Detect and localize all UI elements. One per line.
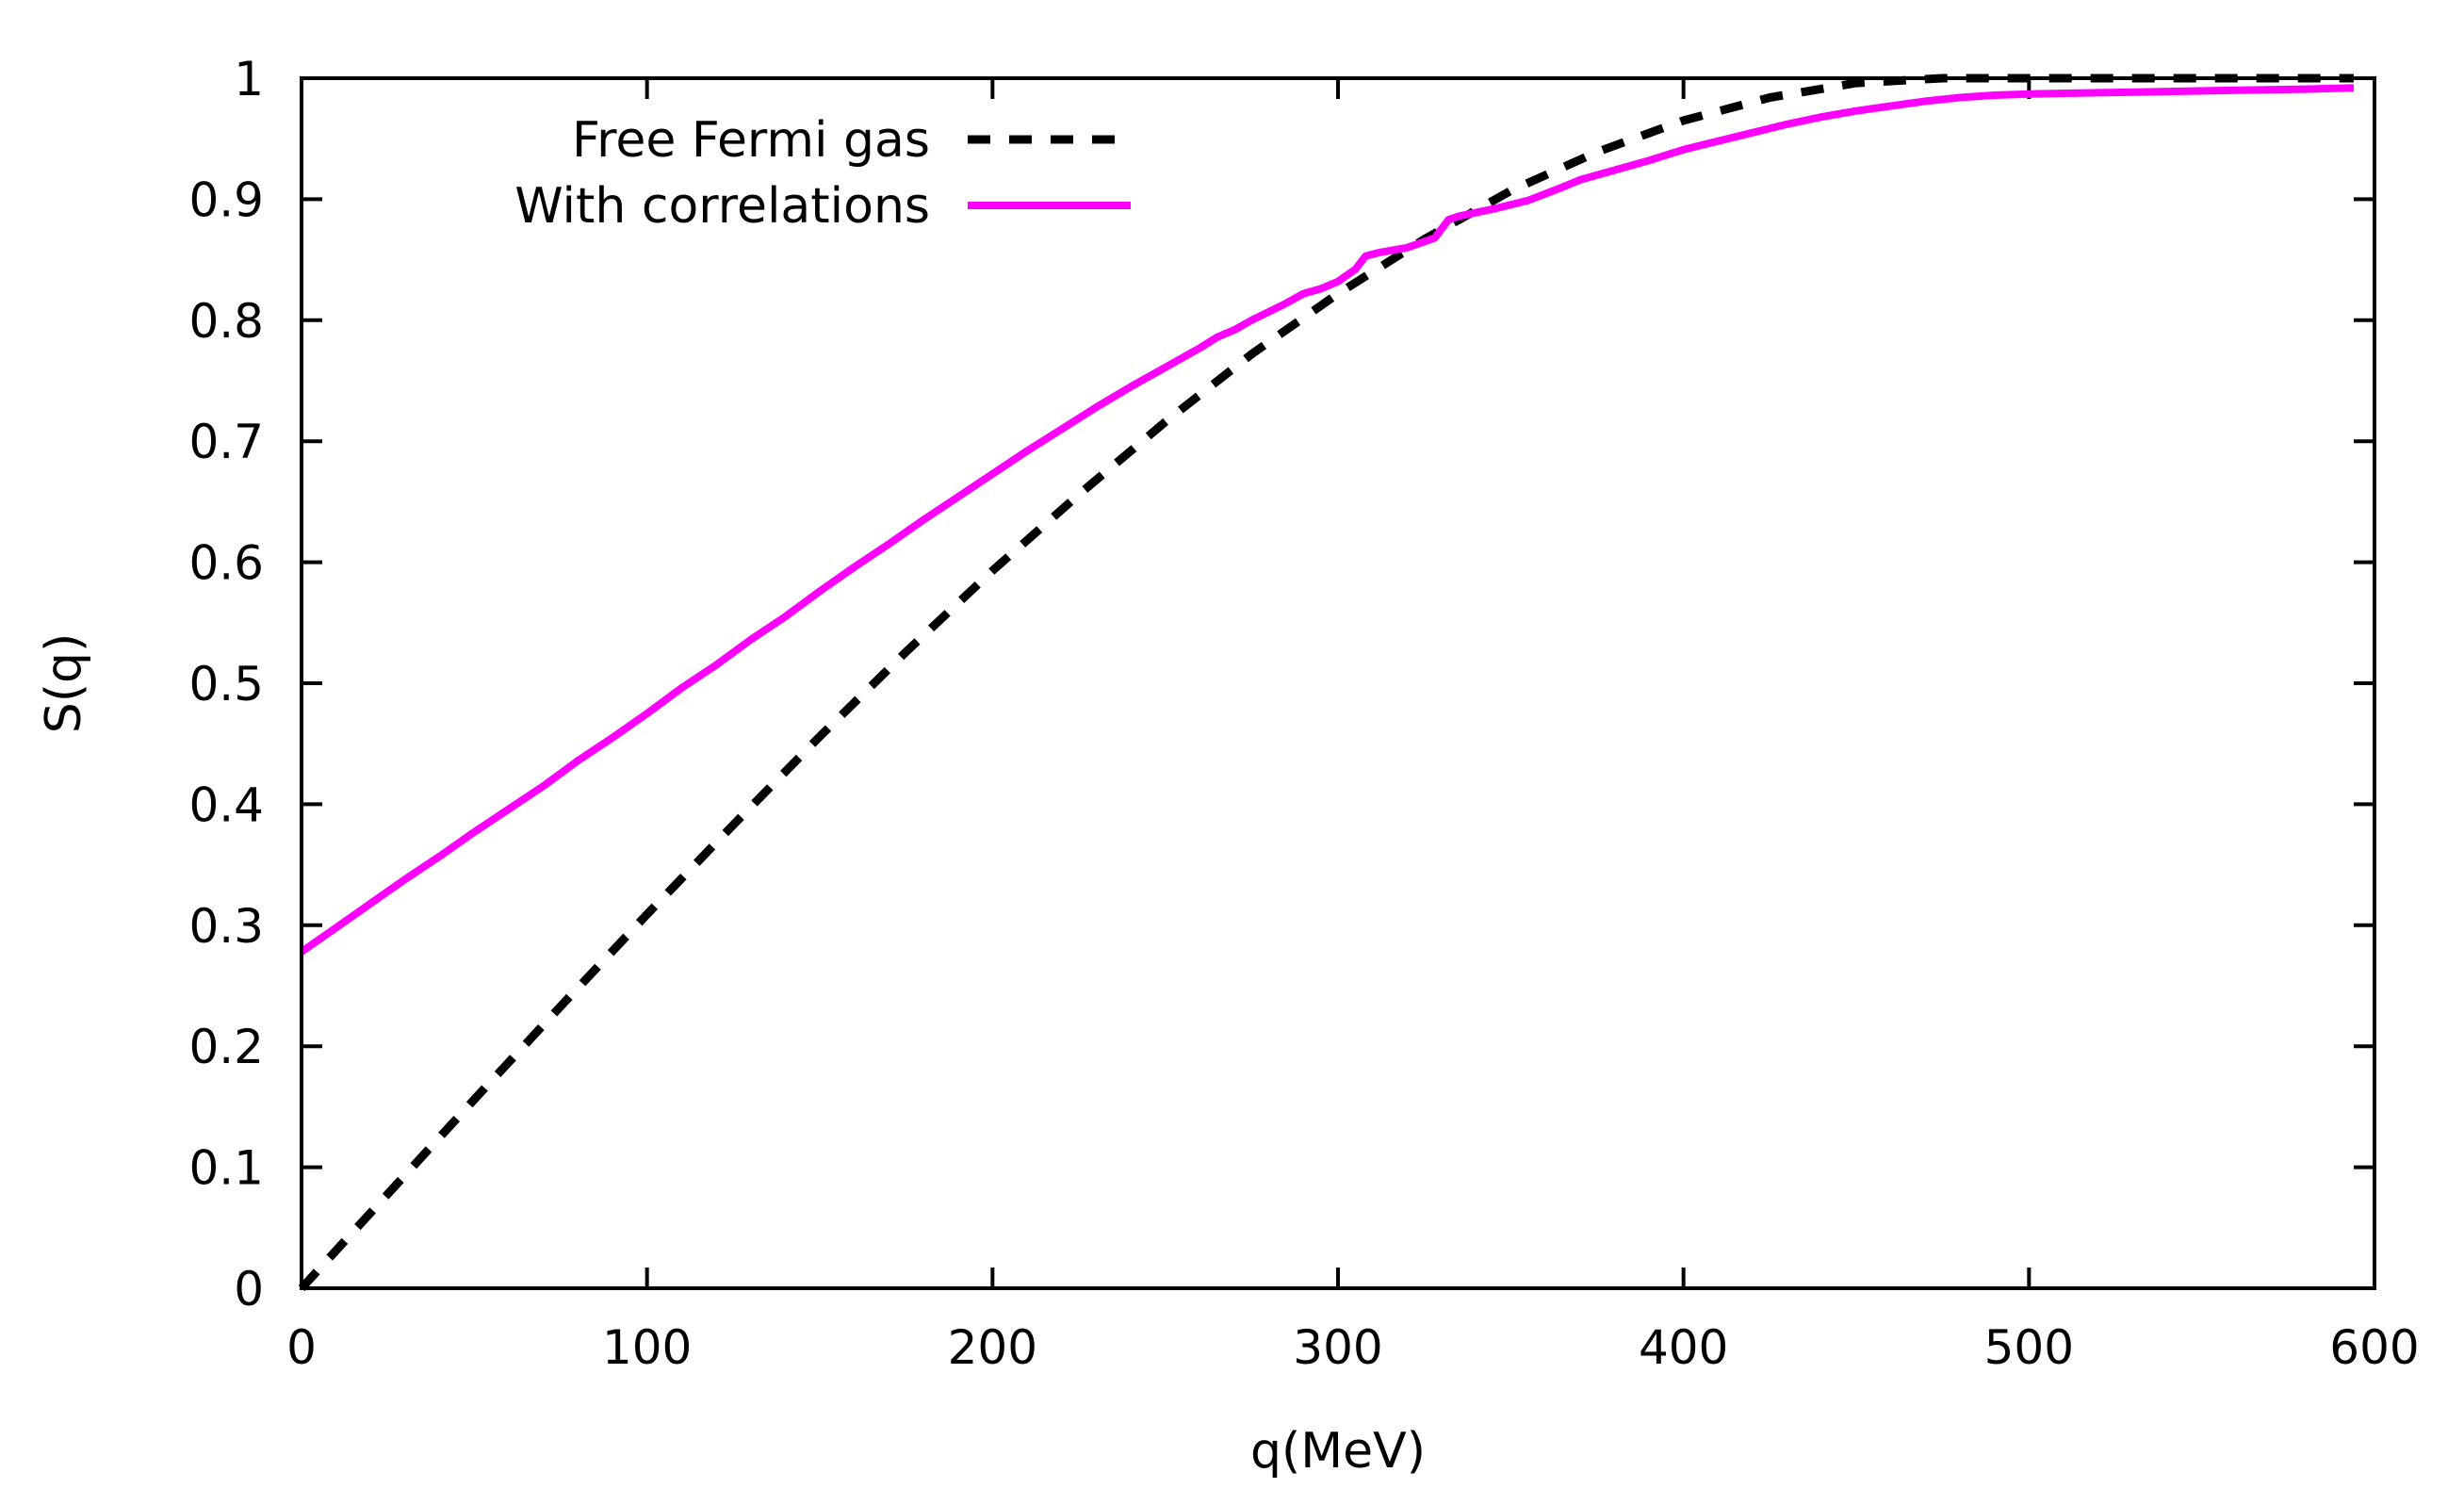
plot-frame [300, 76, 2376, 1290]
legend: Free Fermi gas With correlations [514, 112, 1131, 235]
y-tick-label: 0.1 [188, 1141, 264, 1196]
x-tick-label: 0 [286, 1320, 317, 1375]
y-axis-label: S(q) [36, 633, 92, 734]
x-tick-label: 200 [948, 1320, 1037, 1375]
y-tick-label: 0.6 [188, 536, 264, 591]
x-tick-label: 500 [1984, 1320, 2074, 1375]
y-tick-label: 0.5 [188, 657, 264, 712]
y-tick-label: 0.9 [188, 172, 264, 227]
tick-labels: 0 100 200 300 400 500 600 0 0.1 0.2 0.3 0.4 0.5 0.6 0.… [188, 52, 2419, 1375]
x-tick-label: 600 [2329, 1320, 2419, 1375]
legend-label: With correlations [514, 178, 930, 235]
y-tick-label: 1 [234, 52, 264, 106]
y-tick-label: 0.3 [188, 899, 264, 954]
x-tick-label: 300 [1293, 1320, 1382, 1375]
y-tick-label: 0.8 [188, 294, 264, 349]
y-tick-label: 0.4 [188, 777, 264, 832]
x-axis-label: q(MeV) [1250, 1423, 1426, 1480]
y-tick-label: 0.2 [188, 1020, 264, 1074]
x-tick-label: 100 [602, 1320, 692, 1375]
legend-label: Free Fermi gas [572, 112, 930, 169]
y-tick-label: 0 [234, 1262, 264, 1317]
y-tick-label: 0.7 [188, 415, 264, 469]
x-tick-label: 400 [1639, 1320, 1728, 1375]
series-line-with-correlations [299, 84, 2355, 956]
